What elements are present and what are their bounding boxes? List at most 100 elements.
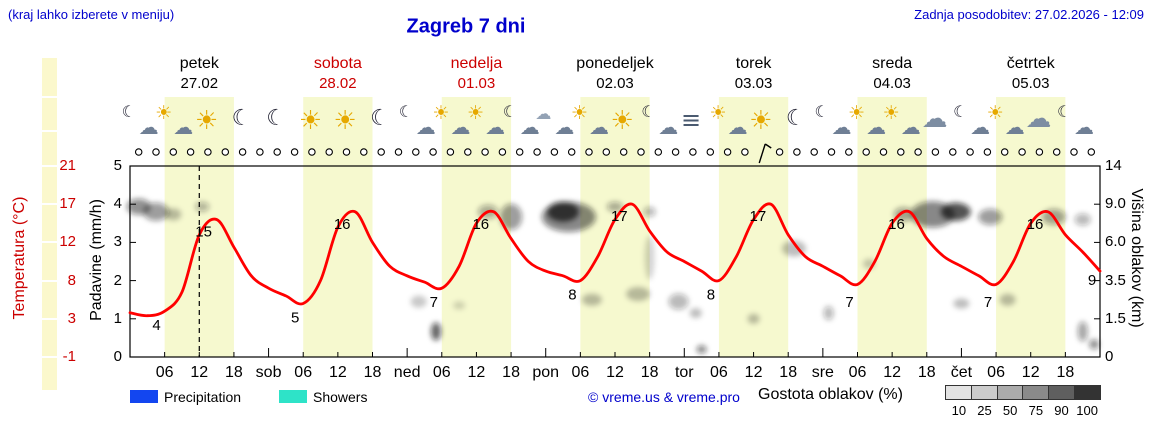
- temp-extreme-label: 8: [707, 287, 715, 304]
- page-title: Zagreb 7 dni: [406, 15, 526, 38]
- calm-wind-circle: [862, 148, 870, 156]
- showers-swatch: [279, 390, 307, 403]
- cloud-density-tick: 50: [1002, 403, 1018, 418]
- sun-icon: ☀: [882, 102, 900, 124]
- cloud-icon: ☁: [1025, 104, 1052, 134]
- calm-wind-circle: [204, 148, 212, 156]
- precip-tick-label: 1: [113, 309, 122, 327]
- moon-icon: ☾: [1057, 102, 1072, 121]
- moon-icon: ☾: [398, 102, 414, 121]
- temp-tick-label: 12: [59, 233, 76, 251]
- sun-icon: ☀: [333, 106, 357, 136]
- calm-wind-circle: [567, 148, 576, 156]
- weather-icon-sun-cloud: ☀ ☁: [985, 101, 1025, 143]
- menu-hint: (kraj lahko izberete v meniju): [8, 7, 175, 22]
- cloud-blob: [940, 202, 971, 221]
- cloud-blob: [626, 287, 651, 301]
- cloud-blob: [978, 208, 1003, 225]
- wind-barb-feather: [764, 143, 772, 149]
- wind-icon: ≡: [680, 106, 702, 134]
- temp-extreme-label: 16: [472, 216, 489, 233]
- calm-wind-circle: [238, 148, 247, 156]
- moon-icon: ☾: [785, 106, 806, 131]
- cloud-icon: ☁: [727, 115, 748, 139]
- calm-wind-circle: [412, 148, 420, 156]
- cloud-blob: [1089, 339, 1100, 350]
- weather-icon-moon: ☾: [257, 101, 297, 143]
- precipitation-label: Precipitation: [164, 389, 242, 405]
- day-name: sobota: [313, 55, 362, 72]
- calm-wind-circle: [637, 148, 645, 156]
- sun-icon: ☀: [709, 102, 727, 124]
- cloud-height-tick-label: 1.5: [1105, 309, 1126, 327]
- sun-icon: ☀: [610, 106, 634, 136]
- daylight-band: [996, 97, 1066, 357]
- weather-icon-sun-cloud: ☀ ☁: [430, 101, 470, 143]
- x-tick-label: pon: [532, 364, 560, 381]
- cloud-density-tick: 25: [977, 403, 992, 418]
- day-date: 04.03: [873, 75, 911, 92]
- weather-icon-moon: ☾: [223, 101, 263, 143]
- calm-wind-circle: [360, 148, 368, 156]
- temperature-curve: [128, 202, 1102, 318]
- x-tick-label: 18: [917, 364, 936, 381]
- weather-icon-sun-cloud: ☀ ☁: [881, 101, 921, 143]
- calm-wind-circle: [481, 148, 489, 156]
- x-tick-label: 18: [502, 364, 520, 381]
- precip-tick-label: 3: [113, 233, 122, 251]
- precip-tick-label: 0: [113, 348, 122, 365]
- cloud-blob: [453, 301, 466, 310]
- day-name: sreda: [872, 55, 913, 72]
- moon-icon: ☾: [266, 106, 286, 131]
- cloud-blob: [541, 201, 596, 232]
- moon-icon: ☾: [953, 102, 968, 121]
- sun-icon: ☀: [298, 106, 323, 136]
- cloud-icon: ☁: [519, 115, 540, 139]
- cloud-blob: [431, 322, 441, 341]
- calm-wind-circle: [1087, 148, 1096, 156]
- calm-wind-circle: [1018, 148, 1026, 156]
- cloud-blob: [1074, 213, 1091, 226]
- x-tick-label: ned: [393, 364, 421, 381]
- temperature-scale-strip: [42, 58, 57, 390]
- cloud-height-tick-label: 0: [1105, 348, 1114, 365]
- copyright-link[interactable]: © vreme.us & vreme.pro: [588, 389, 740, 405]
- day-name: torek: [735, 55, 772, 72]
- cloud-density-scale: [945, 385, 1101, 400]
- x-tick-label: 18: [225, 364, 243, 381]
- moon-icon: ☾: [231, 106, 252, 131]
- calm-wind-circle: [1070, 148, 1078, 156]
- x-tick-label: 12: [883, 364, 902, 381]
- cloud-icon: ☁: [138, 115, 159, 139]
- temp-extreme-label: 17: [750, 208, 767, 225]
- calm-wind-circle: [1035, 148, 1044, 156]
- calm-wind-circle: [879, 148, 888, 156]
- temp-extreme-label: 4: [152, 317, 160, 334]
- temp-extreme-label: 8: [568, 287, 576, 304]
- temp-tick-label: 3: [67, 309, 76, 327]
- wind-barb: [758, 143, 766, 164]
- cloud-blob: [165, 208, 182, 221]
- cloud-blob: [581, 293, 602, 306]
- x-tick-label: 12: [1021, 364, 1040, 381]
- calm-wind-circle: [308, 148, 316, 156]
- precip-tick-label: 4: [113, 195, 122, 213]
- daylight-band: [580, 97, 650, 357]
- cloud-blob: [1077, 321, 1088, 342]
- calm-wind-circle: [585, 148, 593, 156]
- x-tick-label: 12: [467, 364, 486, 381]
- cloud-blob: [500, 203, 523, 230]
- calm-wind-circle: [897, 148, 905, 156]
- moon-icon: ☾: [370, 106, 390, 131]
- x-tick-label: sre: [811, 364, 834, 381]
- day-date: 01.03: [457, 75, 496, 92]
- x-tick-label: 06: [432, 364, 451, 381]
- x-tick-label: 18: [1056, 364, 1075, 381]
- cloud-density-tick: 10: [951, 403, 967, 418]
- calm-wind-circle: [827, 148, 836, 156]
- weather-icon-sun-cloud: ☀ ☁: [846, 101, 886, 143]
- cloud-height-tick-label: 3.5: [1105, 271, 1126, 289]
- sun-icon: ☀: [848, 102, 866, 124]
- precip-tick-label: 5: [113, 157, 122, 174]
